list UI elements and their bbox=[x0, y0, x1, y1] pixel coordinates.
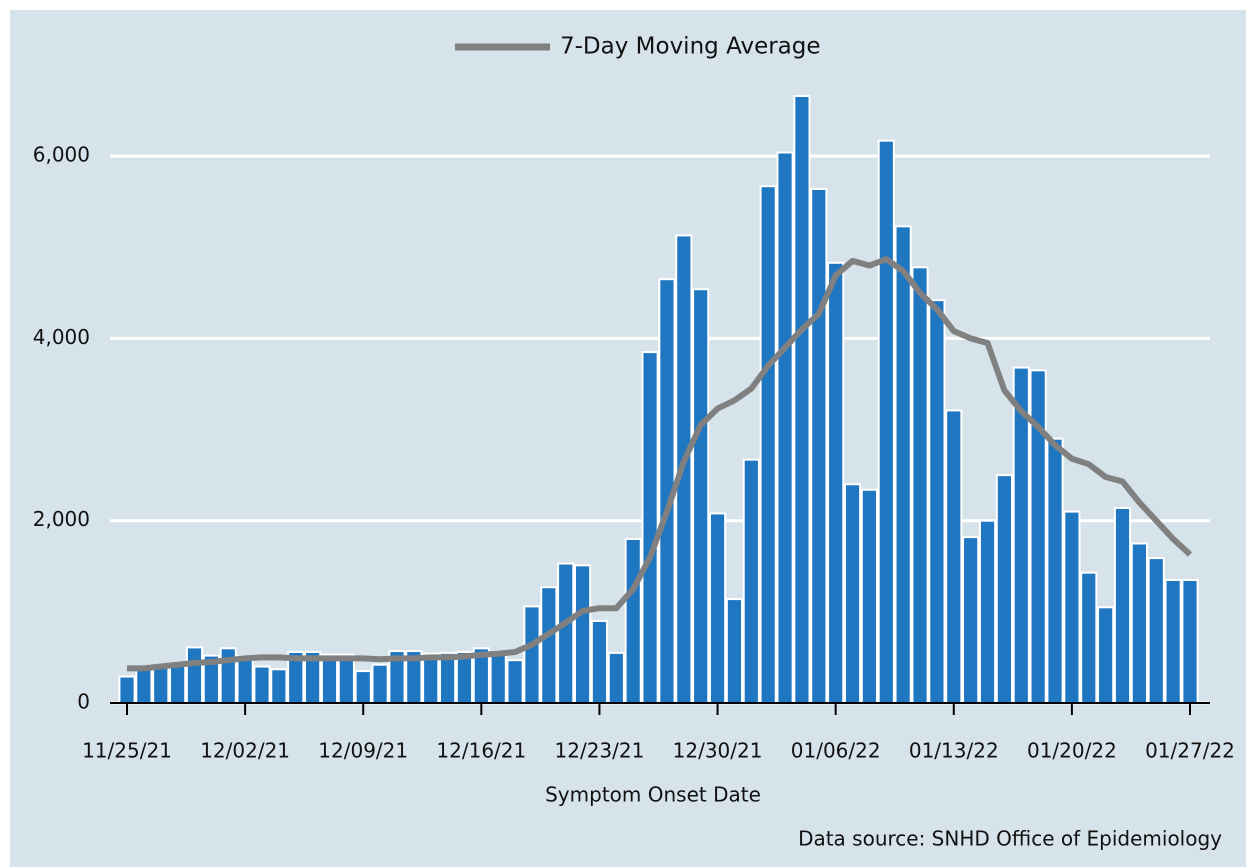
x-tick-label: 01/27/22 bbox=[1145, 739, 1235, 763]
bar bbox=[945, 409, 963, 704]
bar bbox=[1181, 578, 1199, 705]
bar bbox=[354, 670, 372, 704]
bar bbox=[253, 665, 271, 704]
bar bbox=[641, 351, 659, 704]
bar bbox=[877, 139, 895, 705]
x-tick-label: 01/06/22 bbox=[791, 739, 881, 763]
y-tick-label: 2,000 bbox=[33, 507, 90, 531]
bar bbox=[759, 185, 777, 705]
bar bbox=[320, 653, 339, 704]
bar bbox=[1097, 606, 1115, 704]
bar bbox=[793, 94, 811, 704]
bar bbox=[742, 458, 760, 704]
bar bbox=[422, 652, 440, 704]
bar bbox=[911, 266, 929, 704]
bar bbox=[1147, 557, 1165, 705]
bar bbox=[962, 536, 980, 704]
bar bbox=[978, 519, 997, 705]
legend-label: 7-Day Moving Average bbox=[560, 34, 821, 60]
source-note: Data source: SNHD Office of Epidemiology bbox=[798, 827, 1222, 851]
x-tick-label: 12/09/21 bbox=[318, 739, 408, 763]
bar bbox=[1164, 578, 1182, 705]
bar bbox=[894, 225, 912, 705]
bar bbox=[219, 647, 237, 704]
moving-average-line bbox=[127, 256, 1193, 672]
y-tick-label: 6,000 bbox=[33, 143, 90, 167]
bar bbox=[523, 605, 541, 704]
bar bbox=[725, 598, 744, 705]
bar bbox=[1113, 506, 1132, 704]
bar bbox=[860, 488, 879, 704]
bar bbox=[708, 512, 727, 704]
bar bbox=[337, 653, 355, 704]
bar bbox=[1063, 510, 1081, 704]
bar bbox=[776, 151, 794, 705]
bar bbox=[928, 299, 946, 704]
bar bbox=[1080, 571, 1098, 704]
x-tick-label: 12/23/21 bbox=[555, 739, 645, 763]
bar bbox=[1130, 542, 1148, 704]
bar bbox=[590, 619, 609, 705]
bar bbox=[557, 562, 575, 705]
bar bbox=[810, 187, 828, 704]
bar bbox=[371, 663, 389, 704]
bar bbox=[573, 564, 592, 704]
bar bbox=[506, 659, 524, 704]
bar bbox=[169, 663, 187, 704]
x-tick-label: 12/02/21 bbox=[200, 739, 290, 763]
bar bbox=[692, 288, 710, 704]
bar bbox=[624, 537, 642, 705]
bar bbox=[843, 483, 862, 704]
x-tick-label: 12/30/21 bbox=[673, 739, 763, 763]
x-tick-label: 01/20/22 bbox=[1027, 739, 1117, 763]
x-tick-label: 12/16/21 bbox=[436, 739, 526, 763]
bar bbox=[607, 651, 625, 704]
bar bbox=[995, 474, 1013, 704]
bar bbox=[540, 586, 558, 705]
bar bbox=[118, 675, 136, 704]
bar bbox=[152, 665, 170, 704]
bar bbox=[489, 650, 507, 705]
y-tick-label: 4,000 bbox=[33, 325, 90, 349]
bar bbox=[1046, 437, 1064, 704]
y-tick-label: 0 bbox=[77, 690, 90, 714]
bar bbox=[236, 655, 254, 705]
bar bbox=[185, 646, 204, 704]
x-axis-title: Symptom Onset Date bbox=[545, 783, 761, 807]
bar bbox=[135, 667, 153, 705]
bar bbox=[827, 261, 845, 704]
bar bbox=[270, 668, 288, 705]
x-tick-label: 11/25/21 bbox=[82, 739, 172, 763]
x-tick-label: 01/13/22 bbox=[909, 739, 999, 763]
